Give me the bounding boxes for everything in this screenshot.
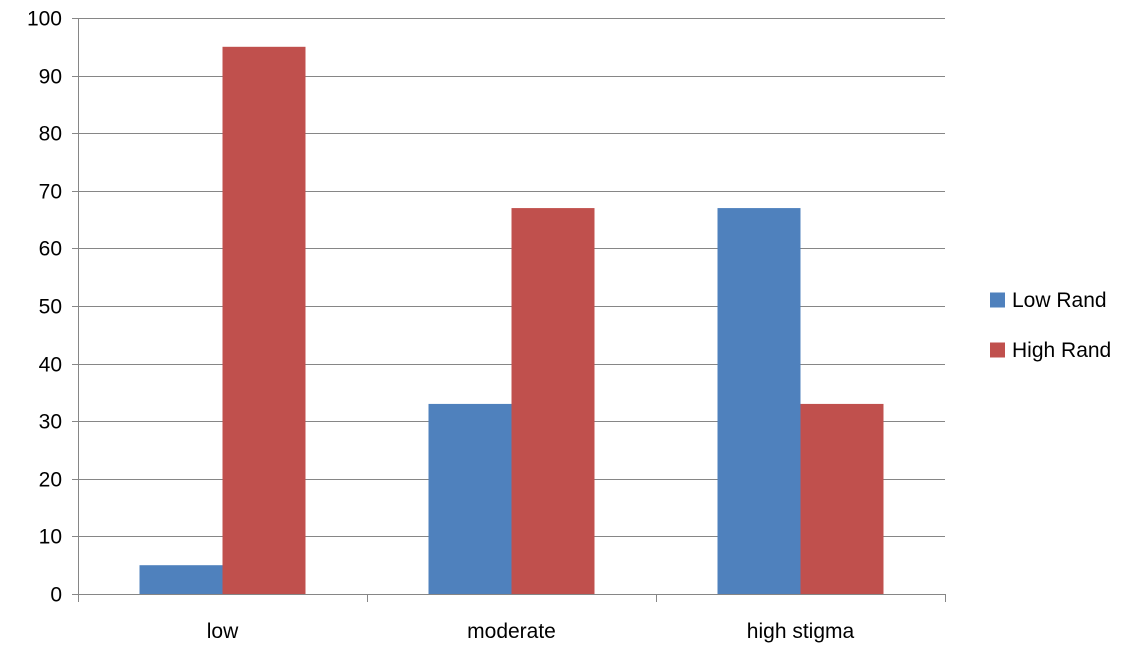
y-tick-label: 100 xyxy=(27,8,62,31)
y-tick-label: 20 xyxy=(39,469,62,492)
legend: Low Rand High Rand xyxy=(990,289,1111,362)
y-tick-labels: 0 10 20 30 40 50 60 70 80 90 100 xyxy=(27,8,62,607)
x-tick-labels: low moderate high stigma xyxy=(207,620,855,643)
bar-low-rand-low xyxy=(139,565,223,594)
x-tick-label: low xyxy=(207,620,239,643)
legend-swatch xyxy=(990,342,1005,358)
bar-low-rand-high-stigma xyxy=(717,208,801,594)
x-tick-label: moderate xyxy=(467,620,556,643)
y-tick-label: 40 xyxy=(39,354,62,377)
bars xyxy=(139,46,884,595)
y-tick-label: 30 xyxy=(39,411,62,434)
y-tick-label: 70 xyxy=(39,181,62,204)
y-tick-label: 50 xyxy=(39,296,62,319)
y-tick-label: 90 xyxy=(39,66,62,89)
axes xyxy=(72,18,946,602)
legend-label: High Rand xyxy=(1012,339,1111,362)
legend-label: Low Rand xyxy=(1012,289,1107,312)
y-tick-label: 0 xyxy=(50,584,62,607)
bar-high-rand-high-stigma xyxy=(800,403,884,594)
bar-high-rand-low xyxy=(222,46,306,595)
bar-high-rand-moderate xyxy=(511,208,595,594)
bar-low-rand-moderate xyxy=(428,403,512,594)
legend-swatch xyxy=(990,292,1005,308)
y-tick-label: 80 xyxy=(39,123,62,146)
y-tick-label: 60 xyxy=(39,238,62,261)
x-tick-label: high stigma xyxy=(747,620,855,643)
y-tick-label: 10 xyxy=(39,526,62,549)
